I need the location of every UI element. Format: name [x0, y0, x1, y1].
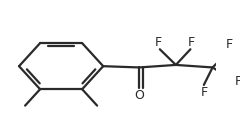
Text: O: O [134, 89, 144, 102]
Text: F: F [200, 86, 207, 99]
Text: F: F [235, 75, 240, 88]
Text: F: F [155, 36, 162, 49]
Text: F: F [226, 38, 233, 51]
Text: F: F [188, 36, 195, 49]
